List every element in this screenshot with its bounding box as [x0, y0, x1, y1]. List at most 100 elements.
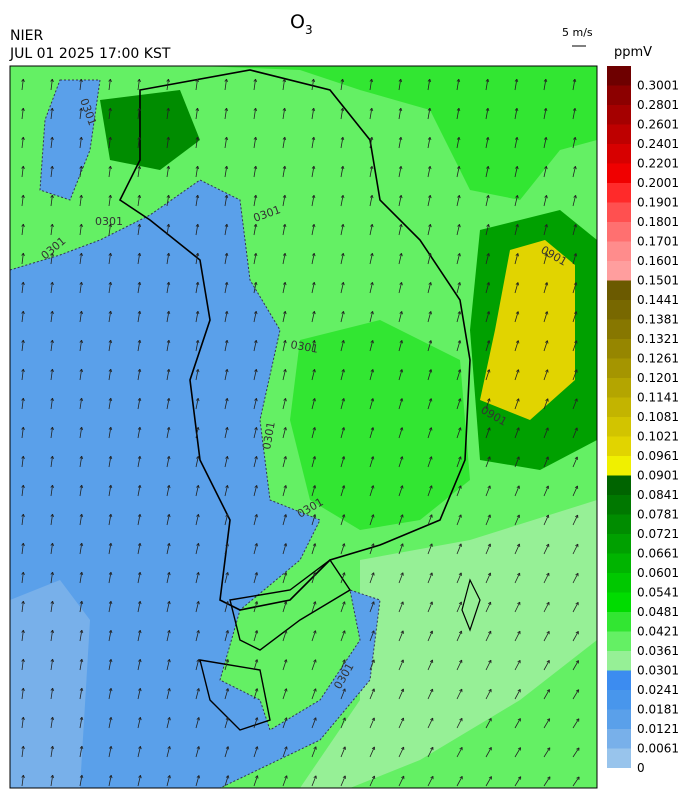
- wind-arrow-head: [284, 688, 288, 692]
- wind-arrow: [137, 485, 141, 497]
- wind-arrow: [50, 282, 53, 294]
- wind-arrow-head: [543, 107, 548, 112]
- wind-arrow: [166, 659, 170, 671]
- colorbar-box: [607, 183, 631, 203]
- wind-arrow-head: [225, 572, 229, 576]
- wind-arrow-head: [254, 456, 258, 460]
- wind-arrow-head: [50, 484, 54, 489]
- wind-arrow: [514, 718, 521, 729]
- wind-arrow-head: [254, 427, 258, 431]
- wind-arrow: [282, 659, 287, 671]
- colorbar-label: 0.0841: [637, 488, 679, 502]
- wind-arrow-head: [196, 717, 200, 721]
- wind-arrow: [456, 718, 463, 729]
- wind-arrow: [543, 718, 551, 729]
- wind-arrow: [398, 746, 405, 758]
- wind-arrow: [253, 572, 258, 584]
- wind-arrow: [427, 311, 432, 323]
- wind-arrow: [514, 137, 518, 149]
- wind-arrow: [282, 746, 288, 758]
- wind-arrow: [224, 601, 229, 613]
- wind-arrow-head: [340, 78, 345, 83]
- wind-arrow-head: [196, 543, 200, 547]
- wind-arrow: [50, 659, 54, 671]
- wind-arrow: [21, 659, 24, 671]
- wind-arrow-head: [21, 78, 25, 83]
- wind-arrow: [137, 137, 140, 149]
- wind-arrow-head: [399, 340, 403, 344]
- wind-arrow: [369, 340, 374, 352]
- wind-arrow-head: [138, 717, 142, 721]
- wind-arrow: [398, 630, 404, 642]
- wind-arrow-head: [79, 571, 84, 576]
- wind-arrow: [224, 137, 228, 149]
- wind-arrow-head: [108, 281, 113, 286]
- wind-arrow: [195, 311, 199, 323]
- wind-arrow-head: [341, 427, 346, 431]
- colorbar-box: [607, 475, 631, 495]
- island-east: [461, 578, 481, 632]
- colorbar-label: 0.0421: [637, 625, 679, 639]
- wind-arrow: [79, 746, 83, 758]
- wind-arrow-head: [283, 281, 287, 286]
- wind-arrow-head: [544, 224, 548, 228]
- wind-arrow-head: [428, 340, 433, 344]
- coastline: [118, 69, 471, 611]
- wind-arrow-head: [225, 543, 229, 547]
- contour-label: 0301: [95, 215, 123, 228]
- colorbar-unit: ppmV: [614, 45, 652, 60]
- wind-arrow: [485, 195, 489, 207]
- wind-arrow: [485, 485, 491, 497]
- wind-arrow: [398, 514, 404, 526]
- wind-arrow-head: [516, 427, 520, 431]
- wind-arrow: [485, 427, 491, 439]
- wind-arrow: [195, 340, 199, 352]
- wind-arrow-head: [282, 136, 287, 141]
- wind-arrow-head: [108, 252, 113, 257]
- wind-arrow-head: [224, 78, 228, 83]
- wind-arrow: [427, 746, 434, 758]
- wind-arrow-head: [282, 194, 287, 199]
- wind-arrow-head: [108, 745, 113, 750]
- wind-arrow-head: [458, 427, 462, 431]
- wind-arrow-head: [370, 282, 374, 286]
- wind-arrow: [514, 311, 519, 323]
- wind-arrow-head: [283, 427, 287, 431]
- wind-arrow: [21, 601, 24, 613]
- wind-arrow: [21, 369, 24, 381]
- wind-arrow: [108, 108, 111, 120]
- wind-arrow-head: [167, 601, 171, 605]
- wind-arrow-head: [108, 368, 113, 373]
- wind-arrow: [456, 572, 462, 584]
- wind-arrow: [485, 689, 492, 700]
- wind-arrow-head: [458, 456, 462, 460]
- wind-arrow: [369, 369, 374, 381]
- wind-arrow: [369, 543, 375, 555]
- wind-arrow-head: [254, 746, 259, 750]
- wind-arrow-head: [283, 456, 287, 460]
- wind-arrow: [456, 747, 463, 758]
- colorbar-box: [607, 202, 631, 222]
- colorbar-box: [607, 651, 631, 671]
- wind-arrow: [224, 456, 228, 468]
- contour-label: 0301: [289, 338, 319, 356]
- wind-arrow: [369, 137, 373, 149]
- colorbar-label: 0.0781: [637, 508, 679, 522]
- colorbar-box: [607, 670, 631, 690]
- wind-arrow: [224, 398, 228, 410]
- wind-arrow-head: [312, 252, 316, 257]
- wind-arrow: [456, 427, 461, 439]
- wind-arrow: [79, 717, 83, 729]
- wind-arrow-head: [400, 485, 404, 489]
- wind-arrow: [456, 137, 460, 149]
- wind-arrow-head: [137, 397, 142, 402]
- wind-arrow-head: [312, 485, 317, 489]
- wind-arrow: [572, 747, 580, 758]
- wind-arrow-head: [400, 514, 404, 518]
- wind-arrow: [21, 572, 24, 584]
- wind-arrow-head: [225, 514, 229, 518]
- wind-arrow: [543, 108, 547, 120]
- wind-arrow-head: [108, 600, 113, 605]
- wind-arrow: [543, 224, 548, 236]
- wind-arrow-head: [21, 397, 25, 402]
